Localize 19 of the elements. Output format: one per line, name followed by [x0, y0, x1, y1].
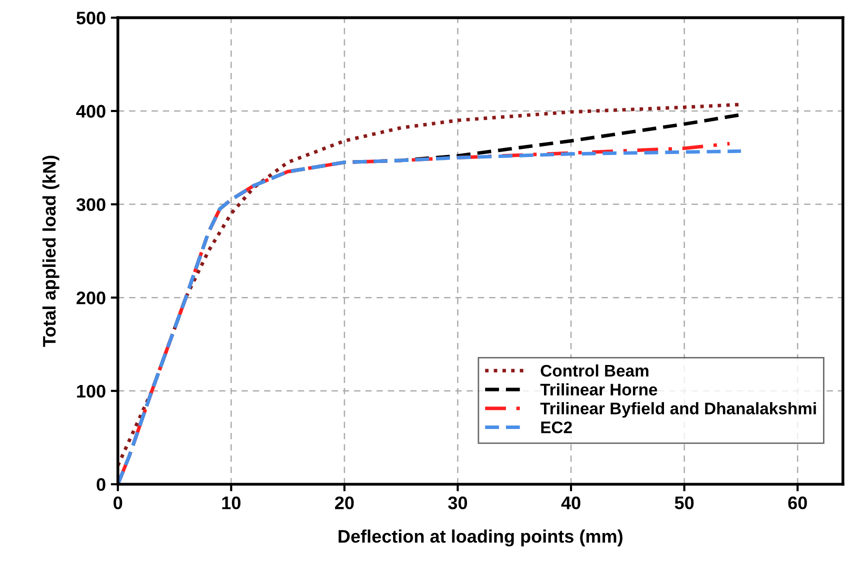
legend-label: Trilinear Byfield and Dhanalakshmi: [540, 402, 816, 418]
legend-label: Trilinear Horne: [540, 383, 658, 396]
x-tick-label: 10: [222, 496, 240, 510]
y-axis-title: Total applied load (kN): [42, 156, 60, 347]
y-tick-label: 100: [77, 384, 106, 398]
y-tick-label: 200: [76, 292, 106, 304]
x-tick-label: 20: [335, 496, 354, 510]
x-tick-label: 30: [448, 496, 468, 510]
legend-label: Control Beam: [540, 364, 648, 377]
y-tick-label: 400: [76, 104, 106, 118]
x-tick-label: 0: [114, 496, 122, 510]
y-tick-label: 0: [96, 478, 106, 491]
legend-label: EC2: [541, 421, 572, 434]
y-tick-label: 500: [76, 12, 106, 24]
y-tick-label: 300: [76, 198, 106, 212]
x-tick-label: 40: [561, 496, 580, 510]
x-tick-label: 50: [674, 496, 694, 510]
x-tick-label: 60: [788, 496, 807, 510]
x-axis-title: Deflection at loading points (mm): [338, 530, 622, 546]
